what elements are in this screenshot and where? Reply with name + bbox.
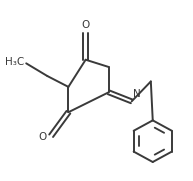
Text: O: O (38, 132, 46, 142)
Text: H₃C: H₃C (5, 57, 24, 68)
Text: O: O (81, 20, 90, 30)
Text: N: N (133, 89, 140, 99)
